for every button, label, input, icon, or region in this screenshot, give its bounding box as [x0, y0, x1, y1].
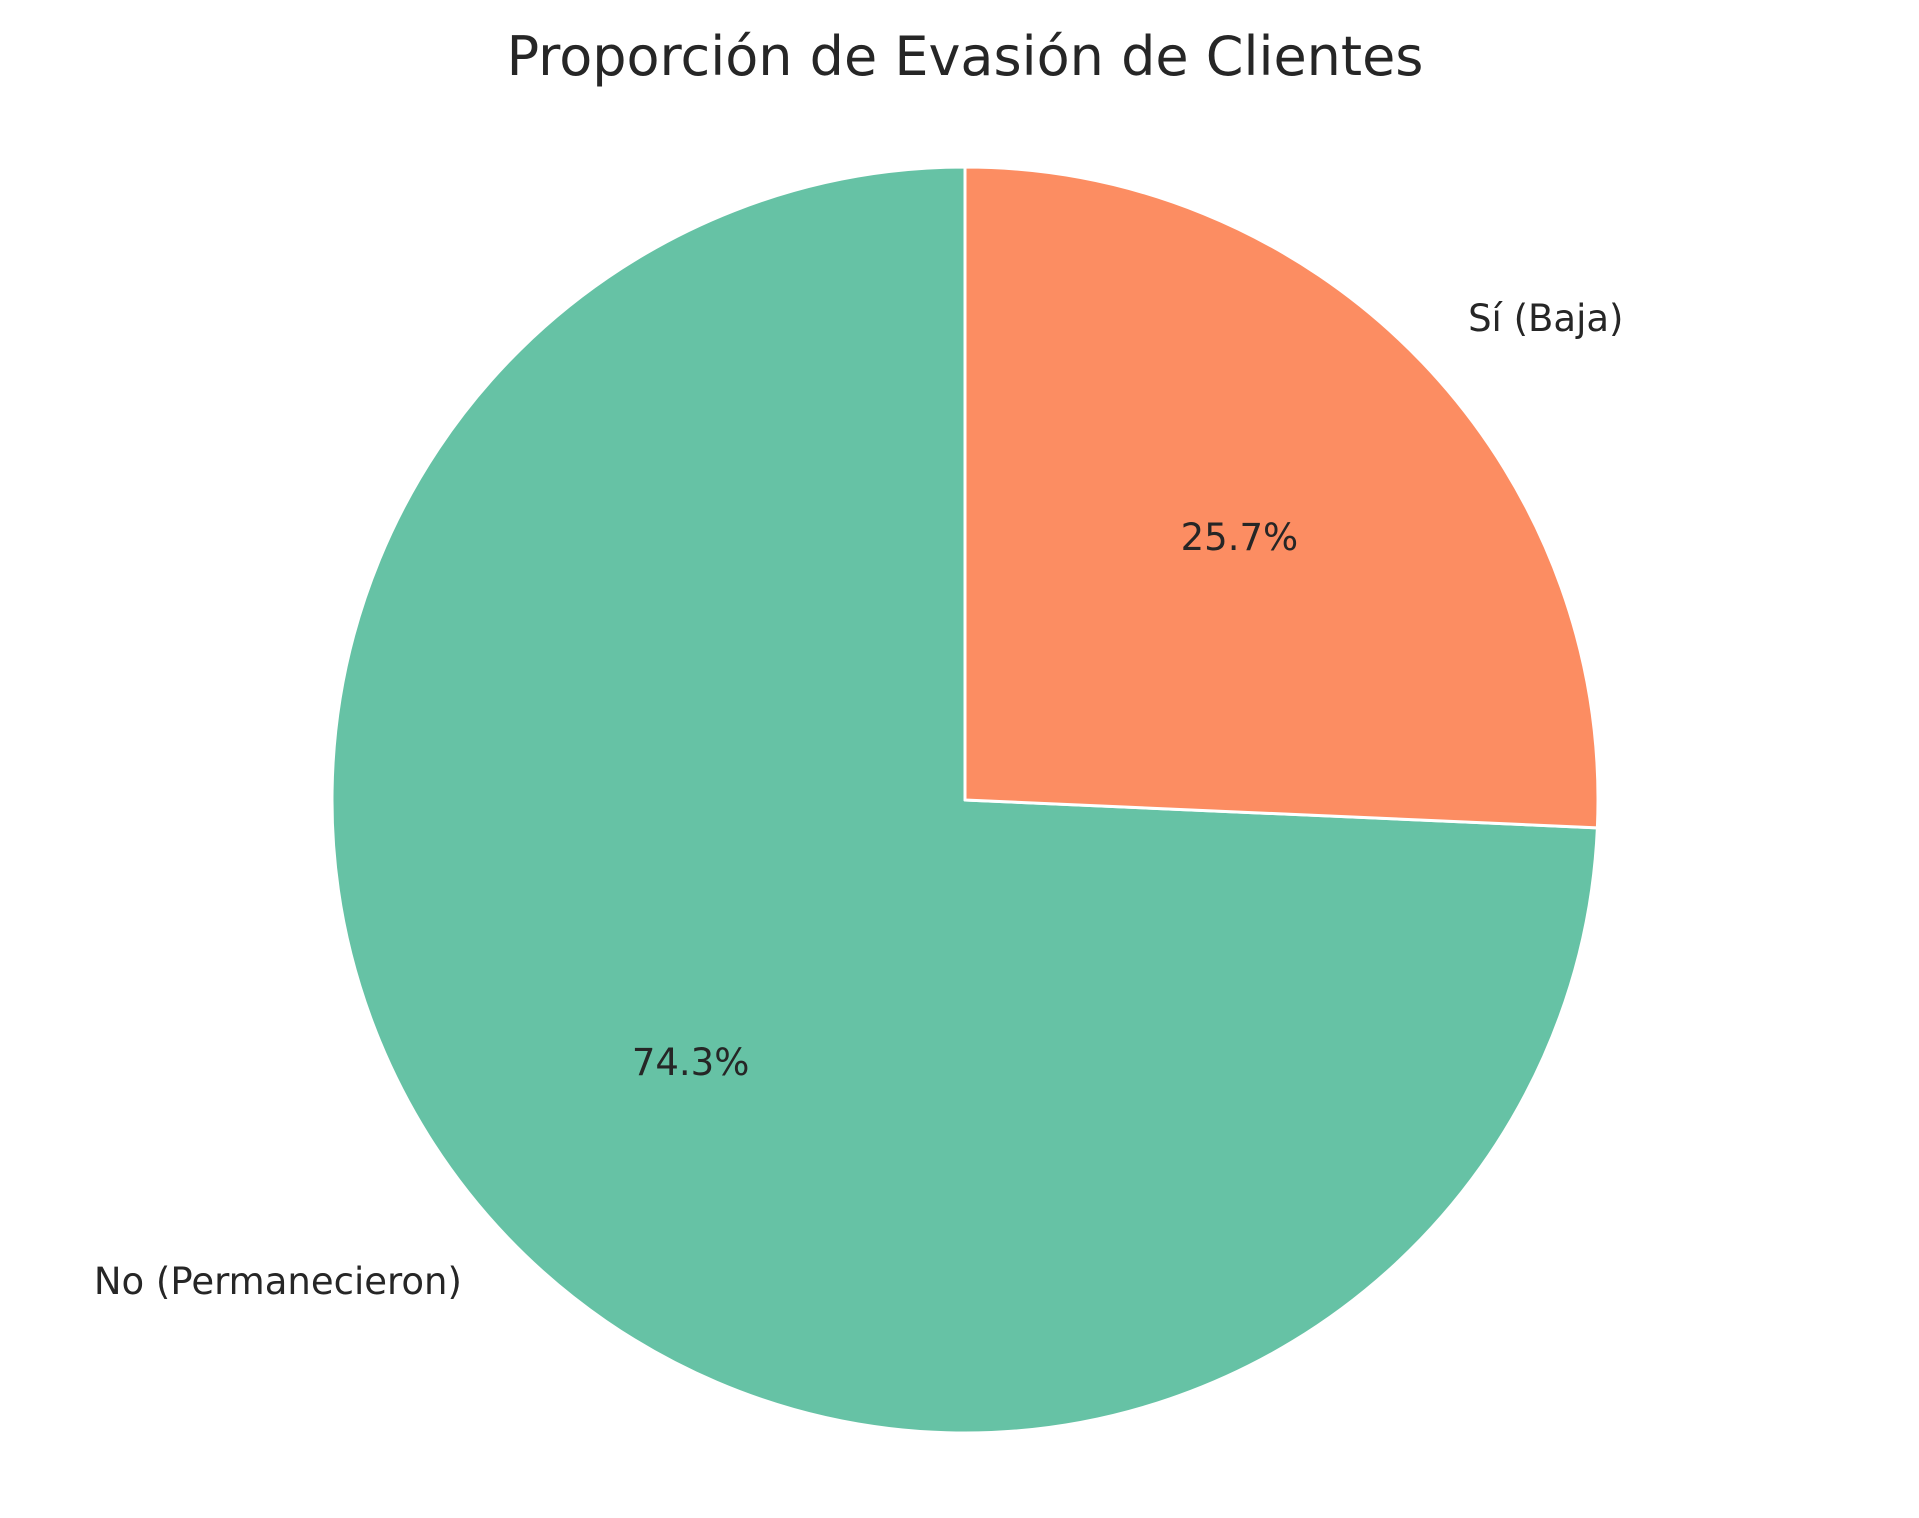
chart-title: Proporción de Evasión de Clientes — [507, 25, 1424, 88]
slice-label-no-permanecieron: No (Permanecieron) — [94, 1260, 462, 1303]
pie-labels: 74.3% No (Permanecieron) 25.7% Sí (Baja) — [94, 297, 1624, 1303]
pct-label-si-baja: 25.7% — [1181, 516, 1299, 559]
pct-label-no-permanecieron: 74.3% — [632, 1041, 750, 1084]
pie-slices — [330, 165, 1600, 1435]
pie-slice-si-baja — [963, 165, 1600, 830]
slice-label-si-baja: Sí (Baja) — [1468, 297, 1623, 340]
